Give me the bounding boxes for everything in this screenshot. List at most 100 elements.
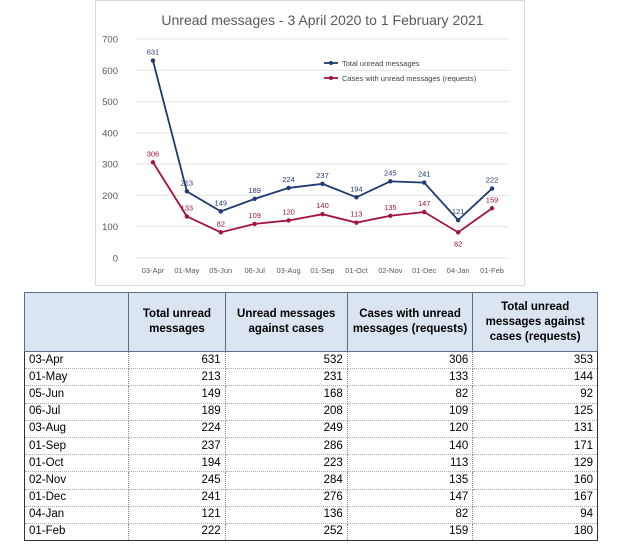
data-point	[388, 213, 393, 218]
value-cell: 284	[224, 471, 348, 490]
legend-marker	[329, 76, 333, 80]
value-cell: 353	[472, 351, 598, 370]
row-date-cell: 04-Jan	[23, 506, 130, 524]
data-point	[320, 212, 325, 217]
data-label: 245	[384, 168, 397, 177]
data-point	[252, 196, 257, 202]
value-cell: 121	[128, 506, 226, 524]
series-line	[152, 60, 493, 222]
value-cell: 92	[472, 385, 598, 404]
value-cell: 160	[472, 471, 598, 490]
value-cell: 231	[224, 368, 348, 387]
data-point	[422, 209, 427, 215]
data-point	[150, 160, 156, 165]
x-tick-label: 03-Aug	[276, 266, 300, 275]
table-row: 04-Jan 121 136 82 94	[23, 506, 598, 524]
data-label: 224	[282, 175, 295, 184]
data-label: 194	[350, 184, 363, 193]
y-tick-label: 700	[102, 35, 118, 46]
x-tick-label: 04-Jan	[447, 266, 470, 275]
value-cell: 245	[128, 471, 226, 490]
row-date-cell: 01-May	[23, 368, 130, 387]
column-header	[23, 292, 130, 352]
data-label: 121	[452, 207, 465, 216]
data-label: 306	[147, 149, 160, 158]
value-cell: 113	[346, 454, 474, 473]
value-cell: 135	[346, 471, 474, 490]
value-cell: 131	[472, 420, 598, 438]
value-cell: 171	[472, 437, 598, 456]
value-cell: 82	[346, 385, 474, 404]
x-tick-label: 01-Dec	[412, 266, 436, 275]
table-row: 03-Aug 224 249 120 131	[23, 420, 598, 438]
value-cell: 129	[472, 454, 598, 473]
x-tick-label: 06-Jul	[244, 266, 265, 275]
value-cell: 241	[128, 489, 226, 507]
table-row: 01-Sep 237 286 140 171	[23, 437, 598, 456]
data-point	[354, 195, 359, 200]
data-point	[455, 230, 461, 235]
value-cell: 276	[224, 489, 348, 507]
x-tick-label: 01-May	[174, 266, 199, 275]
data-point	[354, 220, 359, 225]
data-point	[286, 185, 291, 191]
data-point	[184, 214, 190, 219]
value-cell: 249	[224, 420, 348, 438]
row-date-cell: 05-Jun	[23, 385, 130, 404]
data-point	[252, 221, 257, 227]
x-tick-label: 01-Oct	[345, 266, 368, 275]
data-point	[218, 209, 223, 214]
row-date-cell: 03-Aug	[23, 420, 130, 438]
row-date-cell: 01-Feb	[23, 523, 130, 542]
data-label: 135	[384, 203, 397, 212]
y-tick-label: 200	[102, 191, 118, 202]
value-cell: 168	[224, 385, 348, 404]
value-cell: 125	[472, 403, 598, 421]
data-label: 133	[181, 203, 194, 212]
y-tick-label: 600	[102, 66, 118, 77]
y-tick-label: 300	[102, 160, 118, 171]
row-date-cell: 01-Dec	[23, 489, 130, 507]
y-tick-label: 500	[102, 97, 118, 108]
value-cell: 286	[224, 437, 348, 456]
row-date-cell: 06-Jul	[23, 403, 130, 421]
value-cell: 133	[346, 368, 474, 387]
column-header: Cases with unread messages (requests)	[346, 292, 474, 352]
value-cell: 120	[346, 420, 474, 438]
data-label: 631	[147, 48, 160, 57]
column-header: Unread messages against cases	[224, 292, 348, 352]
data-label: 140	[316, 201, 329, 210]
data-point	[184, 189, 190, 194]
value-cell: 140	[346, 437, 474, 456]
value-cell: 237	[128, 437, 226, 456]
value-cell: 144	[472, 368, 598, 387]
value-cell: 147	[346, 489, 474, 507]
value-cell: 222	[128, 523, 226, 542]
x-tick-label: 05-Jun	[209, 266, 232, 275]
x-tick-label: 01-Sep	[310, 266, 334, 275]
data-label: 147	[418, 199, 431, 208]
value-cell: 82	[346, 506, 474, 524]
y-tick-label: 0	[113, 254, 118, 265]
data-point	[489, 186, 495, 191]
value-cell: 252	[224, 523, 348, 542]
data-point	[422, 180, 427, 185]
value-cell: 224	[128, 420, 226, 438]
table-row: 01-Oct 194 223 113 129	[23, 454, 598, 473]
y-tick-label: 100	[102, 222, 118, 233]
table-row: 02-Nov 245 284 135 160	[23, 471, 598, 490]
value-cell: 159	[346, 523, 474, 542]
data-point	[218, 230, 223, 235]
data-table: Total unread messages Unread messages aga…	[23, 292, 598, 542]
data-label: 237	[316, 171, 329, 180]
data-point	[286, 218, 291, 223]
data-label: 82	[217, 219, 225, 228]
data-label: 213	[181, 178, 194, 187]
chart-title: Unread messages - 3 April 2020 to 1 Febr…	[161, 12, 483, 28]
x-tick-label: 02-Nov	[378, 266, 402, 275]
table-row: 01-May 213 231 133 144	[23, 368, 598, 387]
value-cell: 194	[128, 454, 226, 473]
row-date-cell: 01-Sep	[23, 437, 130, 456]
value-cell: 109	[346, 403, 474, 421]
table-row: 01-Feb 222 252 159 180	[23, 523, 598, 542]
